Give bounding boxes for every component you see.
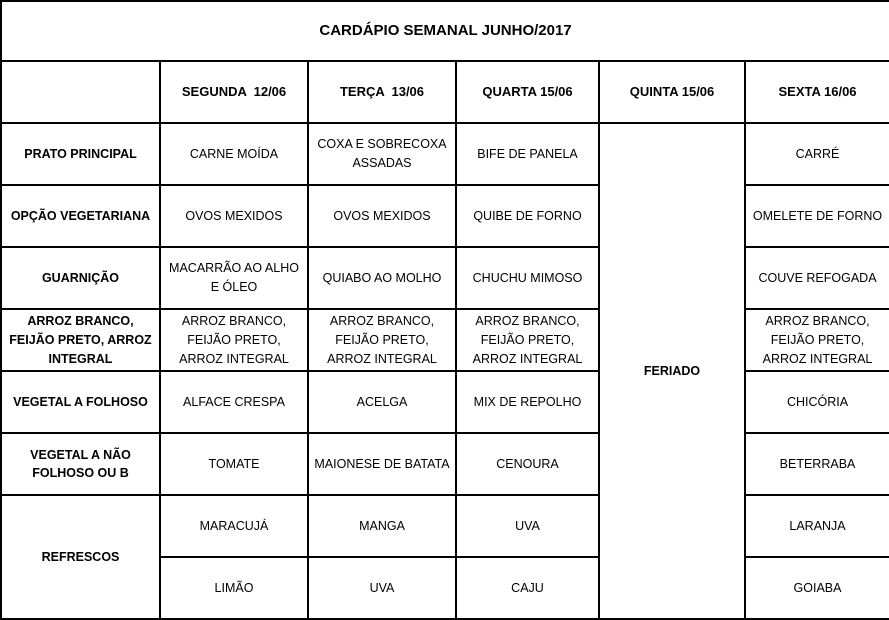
menu-cell: MARACUJÁ xyxy=(159,494,309,559)
page-title: CARDÁPIO SEMANAL JUNHO/2017 xyxy=(0,0,889,62)
menu-cell: BETERRABA xyxy=(743,432,889,497)
menu-cell: MIX DE REPOLHO xyxy=(455,370,600,435)
table-row-opcao-vegetariana: OPÇÃO VEGETARIANA OVOS MEXIDOS OVOS MEXI… xyxy=(0,184,889,248)
title-row: CARDÁPIO SEMANAL JUNHO/2017 xyxy=(0,0,889,62)
holiday-cell: FERIADO xyxy=(598,121,746,620)
menu-cell: LIMÃO xyxy=(159,556,309,620)
menu-cell: LARANJA xyxy=(743,494,889,559)
menu-cell: ACELGA xyxy=(307,370,457,435)
menu-cell: CARNE MOÍDA xyxy=(159,122,309,186)
corner-cell xyxy=(0,60,161,124)
row-label-vegetal-folhoso: VEGETAL A FOLHOSO xyxy=(0,370,161,435)
menu-cell: OVOS MEXIDOS xyxy=(307,184,457,248)
menu-cell: OVOS MEXIDOS xyxy=(159,184,309,248)
table-row-vegetal-folhoso: VEGETAL A FOLHOSO ALFACE CRESPA ACELGA M… xyxy=(0,370,889,435)
col-header-quarta: QUARTA 15/06 xyxy=(455,60,600,124)
table-row-vegetal-nao-folhoso: VEGETAL A NÃO FOLHOSO OU B TOMATE MAIONE… xyxy=(0,432,889,497)
header-row: SEGUNDA 12/06 TERÇA 13/06 QUARTA 15/06 Q… xyxy=(0,60,889,124)
row-label-prato-principal: PRATO PRINCIPAL xyxy=(0,122,161,186)
menu-cell: CENOURA xyxy=(455,432,600,497)
menu-cell: ARROZ BRANCO, FEIJÃO PRETO, ARROZ INTEGR… xyxy=(455,307,600,373)
menu-cell: TOMATE xyxy=(159,432,309,497)
menu-cell: OMELETE DE FORNO xyxy=(743,184,889,248)
menu-cell: ARROZ BRANCO, FEIJÃO PRETO, ARROZ INTEGR… xyxy=(743,307,889,373)
menu-cell: MANGA xyxy=(307,494,457,559)
row-label-vegetal-nao-folhoso: VEGETAL A NÃO FOLHOSO OU B xyxy=(0,432,161,497)
col-header-segunda: SEGUNDA 12/06 xyxy=(159,60,309,124)
menu-cell: ARROZ BRANCO, FEIJÃO PRETO, ARROZ INTEGR… xyxy=(307,307,457,373)
col-header-sexta: SEXTA 16/06 xyxy=(743,60,889,124)
menu-cell: MACARRÃO AO ALHO E ÓLEO xyxy=(159,246,309,310)
menu-cell: BIFE DE PANELA xyxy=(455,122,600,186)
menu-cell: COXA E SOBRECOXA ASSADAS xyxy=(307,122,457,186)
menu-cell: UVA xyxy=(307,556,457,620)
menu-cell: ALFACE CRESPA xyxy=(159,370,309,435)
row-label-guarnicao: GUARNIÇÃO xyxy=(0,246,161,310)
menu-cell: QUIABO AO MOLHO xyxy=(307,246,457,310)
col-header-terca: TERÇA 13/06 xyxy=(307,60,457,124)
row-label-arroz-feijao: ARROZ BRANCO, FEIJÃO PRETO, ARROZ INTEGR… xyxy=(0,307,161,373)
table-row-guarnicao: GUARNIÇÃO MACARRÃO AO ALHO E ÓLEO QUIABO… xyxy=(0,246,889,310)
row-label-refrescos: REFRESCOS xyxy=(0,494,161,620)
menu-cell: CAJU xyxy=(455,556,600,620)
table-row-arroz-feijao: ARROZ BRANCO, FEIJÃO PRETO, ARROZ INTEGR… xyxy=(0,307,889,373)
menu-cell: COUVE REFOGADA xyxy=(743,246,889,310)
menu-cell: GOIABA xyxy=(743,556,889,620)
menu-cell: QUIBE DE FORNO xyxy=(455,184,600,248)
menu-cell: MAIONESE DE BATATA xyxy=(307,432,457,497)
row-label-opcao-vegetariana: OPÇÃO VEGETARIANA xyxy=(0,184,161,248)
col-header-quinta: QUINTA 15/06 xyxy=(598,60,746,124)
table-row-refrescos-1: REFRESCOS MARACUJÁ MANGA UVA LARANJA xyxy=(0,494,889,620)
menu-cell: ARROZ BRANCO, FEIJÃO PRETO, ARROZ INTEGR… xyxy=(159,307,309,373)
menu-cell: UVA xyxy=(455,494,600,559)
menu-cell: CARRÉ xyxy=(743,122,889,186)
table-row-prato-principal: PRATO PRINCIPAL CARNE MOÍDA COXA E SOBRE… xyxy=(0,121,889,620)
menu-cell: CHICÓRIA xyxy=(743,370,889,435)
menu-cell: CHUCHU MIMOSO xyxy=(455,246,600,310)
